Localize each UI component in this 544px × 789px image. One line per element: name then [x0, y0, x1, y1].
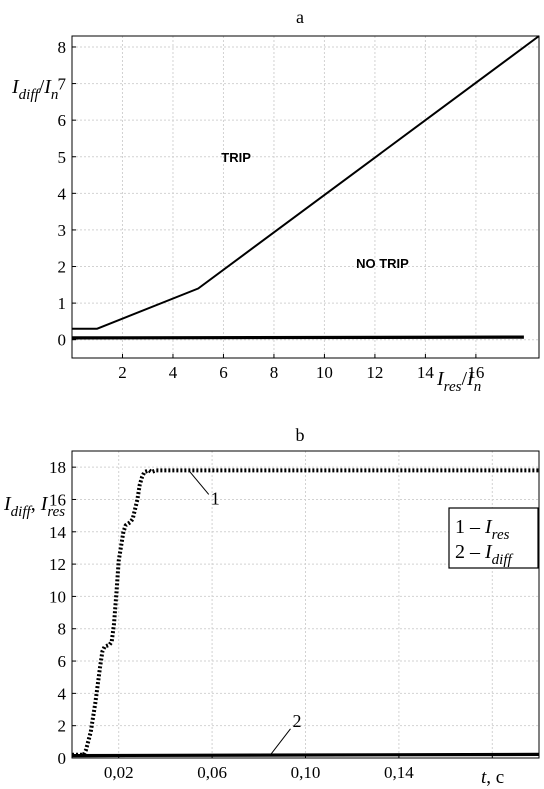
y-label-slash: /: [39, 76, 45, 98]
y-label-I: I: [11, 76, 20, 98]
legend-entry-2-dash: –: [465, 541, 485, 563]
y-tick-label: 2: [58, 258, 67, 277]
y-tick-label: 0: [58, 331, 67, 350]
x-tick-label: 16: [467, 363, 484, 382]
chart-a-x-axis-label: Ires/In: [436, 368, 481, 395]
callout-leader-1: [188, 470, 210, 495]
x-tick-label: 0,02: [104, 763, 134, 782]
chart-b-series-2-line: [71, 752, 540, 758]
y-label-sub2: n: [51, 87, 59, 103]
x-label-t: t: [481, 767, 487, 788]
x-tick-label: 10: [316, 363, 333, 382]
x-label-sub2: n: [474, 379, 482, 395]
x-label-unit: , c: [486, 767, 504, 788]
chart-b-ticks: 0,020,060,100,140,18024681012141618: [49, 458, 507, 782]
y-tick-label: 3: [58, 221, 67, 240]
chart-a-series: [71, 35, 540, 340]
chart-a-y-axis-label: Idiff/In: [11, 76, 58, 103]
chart-b-legend: 1 – Ires 2 – Idiff: [448, 507, 539, 569]
y-tick-label: 0: [58, 749, 67, 768]
y-tick-label: 14: [49, 523, 67, 542]
y-tick-label: 18: [49, 458, 66, 477]
legend-entry-1-dash: –: [465, 516, 485, 538]
chart-b-title: b: [296, 425, 305, 445]
x-tick-label: 12: [366, 363, 383, 382]
legend-entry-2: 2 – Idiff: [455, 541, 514, 568]
chart-a-annotations: TRIP NO TRIP: [221, 150, 409, 271]
x-tick-label: 0,06: [197, 763, 227, 782]
chart-b-x-axis-label: t, c: [481, 767, 504, 788]
callout-label-2: 2: [292, 711, 301, 731]
y-tick-label: 8: [58, 38, 67, 57]
x-tick-label: 0,14: [384, 763, 414, 782]
y-tick-label: 6: [58, 652, 67, 671]
x-tick-label: 4: [169, 363, 178, 382]
y-tick-label: 16: [49, 490, 66, 509]
legend-entry-2-I: I: [484, 541, 493, 563]
x-tick-label: 8: [270, 363, 279, 382]
legend-entry-1-I: I: [484, 516, 493, 538]
chart-b-y-axis-label: Idiff, Ires: [3, 493, 65, 520]
y-label-I2: I: [43, 76, 52, 98]
chart-b-series: [71, 468, 540, 758]
y-label-sub: diff: [11, 504, 33, 520]
chart-a-title: a: [296, 7, 304, 27]
chart-b-grid: [72, 451, 539, 759]
chart-a-series-1-line: [72, 35, 540, 330]
x-tick-label: 2: [118, 363, 127, 382]
chart-annotation-trip: TRIP: [221, 150, 251, 165]
y-label-I: I: [3, 493, 12, 515]
x-label-sub: res: [444, 379, 462, 395]
x-label-slash: /: [461, 368, 467, 390]
y-tick-label: 1: [58, 294, 67, 313]
callout-label-1: 1: [211, 488, 220, 508]
chart-a-plot-frame: [71, 35, 540, 359]
y-tick-label: 5: [58, 148, 67, 167]
legend-entry-1-sub: res: [492, 527, 510, 543]
y-tick-label: 10: [49, 587, 66, 606]
y-label-sub2: res: [47, 504, 65, 520]
y-tick-label: 7: [58, 75, 67, 94]
legend-entry-2-sub: diff: [492, 552, 514, 568]
y-tick-label: 6: [58, 111, 67, 130]
x-tick-label: 6: [219, 363, 228, 382]
legend-box: [448, 507, 539, 569]
y-tick-label: 4: [58, 684, 67, 703]
y-label-comma: ,: [31, 493, 41, 515]
x-tick-label: 0,10: [291, 763, 321, 782]
chart-b-callouts: 12: [188, 470, 301, 756]
y-tick-label: 12: [49, 555, 66, 574]
legend-entry-2-num: 2: [455, 541, 465, 563]
chart-b: b 0,020,060,100,140,18024681012141618 12…: [3, 425, 544, 788]
x-label-I2: I: [466, 368, 475, 390]
y-tick-label: 8: [58, 620, 67, 639]
callout-leader-2: [270, 728, 291, 756]
chart-annotation-no-trip: NO TRIP: [356, 256, 409, 271]
x-label-I: I: [436, 368, 445, 390]
x-tick-label: 14: [417, 363, 435, 382]
legend-entry-1-num: 1: [455, 516, 465, 538]
chart-a-series-2-line: [71, 335, 524, 340]
legend-entry-1: 1 – Ires: [455, 516, 510, 543]
y-tick-label: 2: [58, 717, 67, 736]
y-label-I2: I: [40, 493, 49, 515]
y-label-sub: diff: [19, 87, 41, 103]
y-tick-label: 4: [58, 184, 67, 203]
chart-a-grid: [72, 36, 539, 358]
